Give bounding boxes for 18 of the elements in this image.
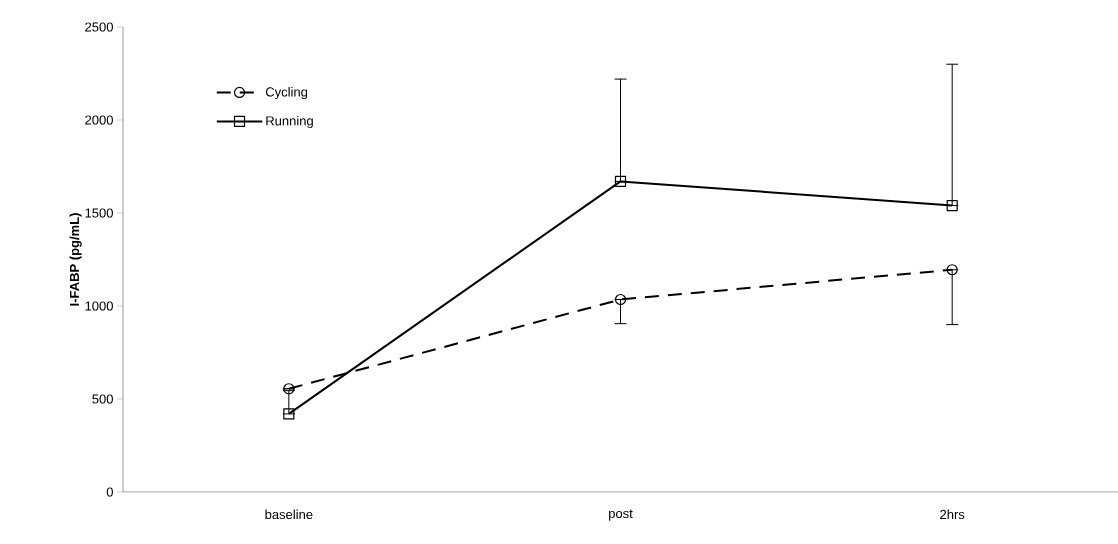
x-tick-label: 2hrs bbox=[940, 509, 965, 520]
y-tick-label: 500 bbox=[92, 394, 113, 404]
point bbox=[283, 408, 295, 420]
x-tick-label: baseline bbox=[265, 509, 313, 520]
y-tick-label: 2000 bbox=[85, 115, 113, 125]
point bbox=[614, 293, 627, 306]
point bbox=[946, 199, 958, 212]
y-axis-title: I-FABP (pg/mL) bbox=[69, 213, 82, 306]
point bbox=[614, 175, 627, 187]
point bbox=[946, 264, 958, 276]
x-tick-label: post bbox=[609, 509, 633, 521]
legend-label: Cycling bbox=[265, 86, 308, 100]
y-tick-label: 0 bbox=[106, 487, 113, 497]
y-tick-label: 1000 bbox=[85, 301, 113, 311]
y-tick-label: 2500 bbox=[85, 22, 113, 32]
y-tick-label: 1500 bbox=[85, 208, 113, 218]
legend-label: Running bbox=[266, 115, 313, 129]
point bbox=[283, 383, 295, 395]
